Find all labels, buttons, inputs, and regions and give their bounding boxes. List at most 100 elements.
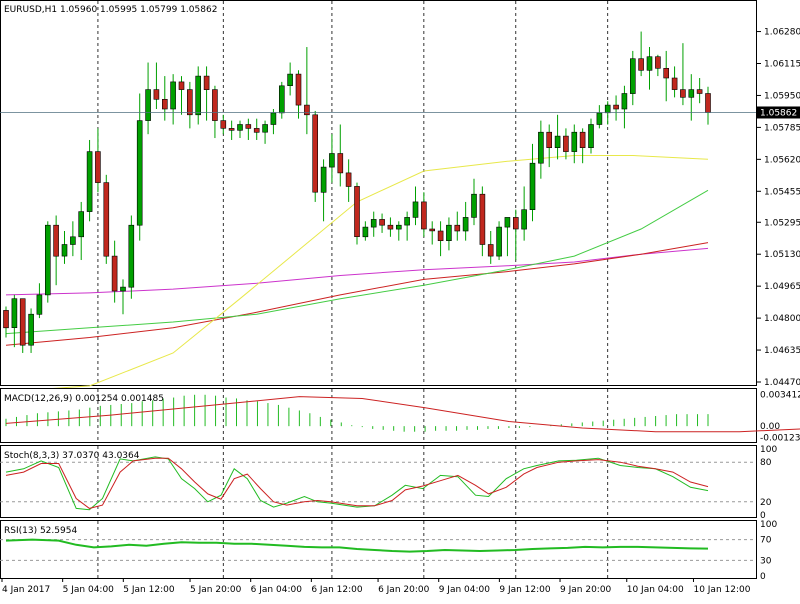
- candle-body: [504, 217, 511, 228]
- time-tick-label: 9 Jan 04:00: [439, 585, 491, 595]
- candle-body: [663, 68, 670, 79]
- candle-body: [362, 226, 369, 238]
- time-axis: 4 Jan 2017 5 Jan 04:00 5 Jan 12:00 5 Jan 20…: [1, 578, 751, 595]
- price-tick-label: 1.04470: [764, 378, 800, 388]
- candle-body: [136, 120, 143, 226]
- rsi-axis: 100 70 30 0: [760, 520, 777, 582]
- candle-body: [120, 286, 126, 292]
- macd-tick-label: 0.00: [760, 422, 780, 432]
- macd-signal-line: [5, 396, 800, 433]
- candle-body: [195, 75, 201, 116]
- candle-body: [203, 75, 210, 90]
- time-tick-label: 5 Jan 20:00: [190, 585, 242, 595]
- candle-body: [471, 193, 477, 218]
- candle-body: [329, 153, 335, 168]
- price-tick-label: 1.05950: [764, 91, 800, 101]
- candle-body: [278, 85, 285, 114]
- candle-body: [11, 298, 18, 329]
- current-price-box: [757, 106, 800, 119]
- stoch-signal-line: [5, 457, 709, 509]
- candle-body: [696, 89, 703, 94]
- price-tick-label: 1.05455: [764, 187, 800, 197]
- rsi-line: [5, 538, 709, 553]
- ma-mid-line: [5, 189, 709, 335]
- candle-body: [78, 211, 84, 238]
- stoch-axis: 100 80 20 0: [760, 445, 777, 521]
- rsi-tick-label: 30: [760, 556, 772, 566]
- rsi-tick-label: 0: [760, 572, 766, 582]
- candle-body: [554, 135, 561, 149]
- candle-body: [237, 124, 243, 131]
- candle-body: [563, 135, 569, 152]
- current-price-label: 1.05862: [760, 108, 797, 118]
- stoch-tick-label: 100: [760, 445, 777, 455]
- candle-body: [3, 310, 9, 329]
- candle-body: [446, 224, 452, 241]
- stoch-tick-label: 0: [760, 511, 766, 521]
- rsi-tick-label: 70: [760, 536, 772, 546]
- macd-tick-label: -0.001232: [760, 434, 800, 444]
- candle-body: [454, 224, 461, 232]
- candle-body: [487, 244, 494, 257]
- candle-body: [44, 224, 51, 296]
- candle-body: [387, 224, 394, 230]
- candle-body: [304, 104, 310, 116]
- candle-body: [53, 224, 59, 257]
- macd-title: MACD(12,26,9) 0.001254 0.001485: [4, 394, 164, 404]
- candle-body: [245, 124, 252, 129]
- main-price-axis: 1.06280 1.06115 1.05950 1.05785 1.05620 1.054…: [757, 28, 800, 388]
- candle-body: [629, 58, 636, 94]
- candle-body: [320, 166, 327, 193]
- time-tick-label: 6 Jan 20:00: [378, 585, 430, 595]
- candle-body: [253, 128, 260, 133]
- candle-body: [479, 193, 486, 245]
- time-tick-label: 4 Jan 2017: [2, 585, 50, 595]
- candle-body: [462, 217, 469, 232]
- time-tick-label: 10 Jan 04:00: [627, 585, 684, 595]
- candle-body: [295, 73, 302, 106]
- candle-body: [61, 244, 68, 257]
- candle-body: [529, 162, 536, 210]
- candle-body: [546, 131, 553, 148]
- candle-body: [571, 131, 578, 152]
- candle-body: [86, 151, 93, 212]
- rsi-levels: [0, 539, 756, 561]
- candle-body: [655, 56, 661, 69]
- candle-body: [521, 209, 527, 230]
- macd-panel-frame: [0, 388, 757, 443]
- candle-body: [680, 89, 686, 98]
- candle-body: [162, 99, 168, 110]
- candle-body: [145, 89, 151, 121]
- candle-body: [178, 81, 185, 90]
- candle-body: [579, 131, 586, 148]
- main-panel-frame: [0, 0, 757, 386]
- candle-body: [70, 236, 76, 245]
- candle-body: [128, 224, 135, 288]
- candle-body: [220, 120, 227, 129]
- time-tick-label: 6 Jan 04:00: [251, 585, 303, 595]
- candle-body: [228, 128, 235, 131]
- candle-body: [395, 224, 402, 230]
- candle-body: [412, 201, 419, 218]
- macd-tick-label: 0.003412: [760, 391, 800, 401]
- candle-body: [153, 89, 160, 100]
- candle-body: [688, 89, 695, 98]
- price-tick-label: 1.04635: [764, 346, 800, 356]
- candle-body: [512, 217, 519, 230]
- stoch-tick-label: 80: [760, 458, 772, 468]
- price-tick-label: 1.05785: [764, 123, 800, 133]
- time-tick-label: 10 Jan 12:00: [693, 585, 750, 595]
- candle-body: [312, 114, 319, 193]
- candle-body: [496, 226, 502, 257]
- main-header: EURUSD,H1 1.05960 1.05995 1.05799 1.0586…: [4, 5, 217, 15]
- price-tick-label: 1.04800: [764, 314, 800, 324]
- candle-body: [28, 313, 34, 346]
- candle-body: [588, 124, 594, 149]
- candle-body: [270, 112, 277, 125]
- candle-body: [187, 89, 193, 116]
- candle-body: [337, 153, 344, 174]
- candle-body: [19, 298, 26, 346]
- candle-body: [404, 217, 410, 226]
- price-tick-label: 1.05620: [764, 155, 800, 165]
